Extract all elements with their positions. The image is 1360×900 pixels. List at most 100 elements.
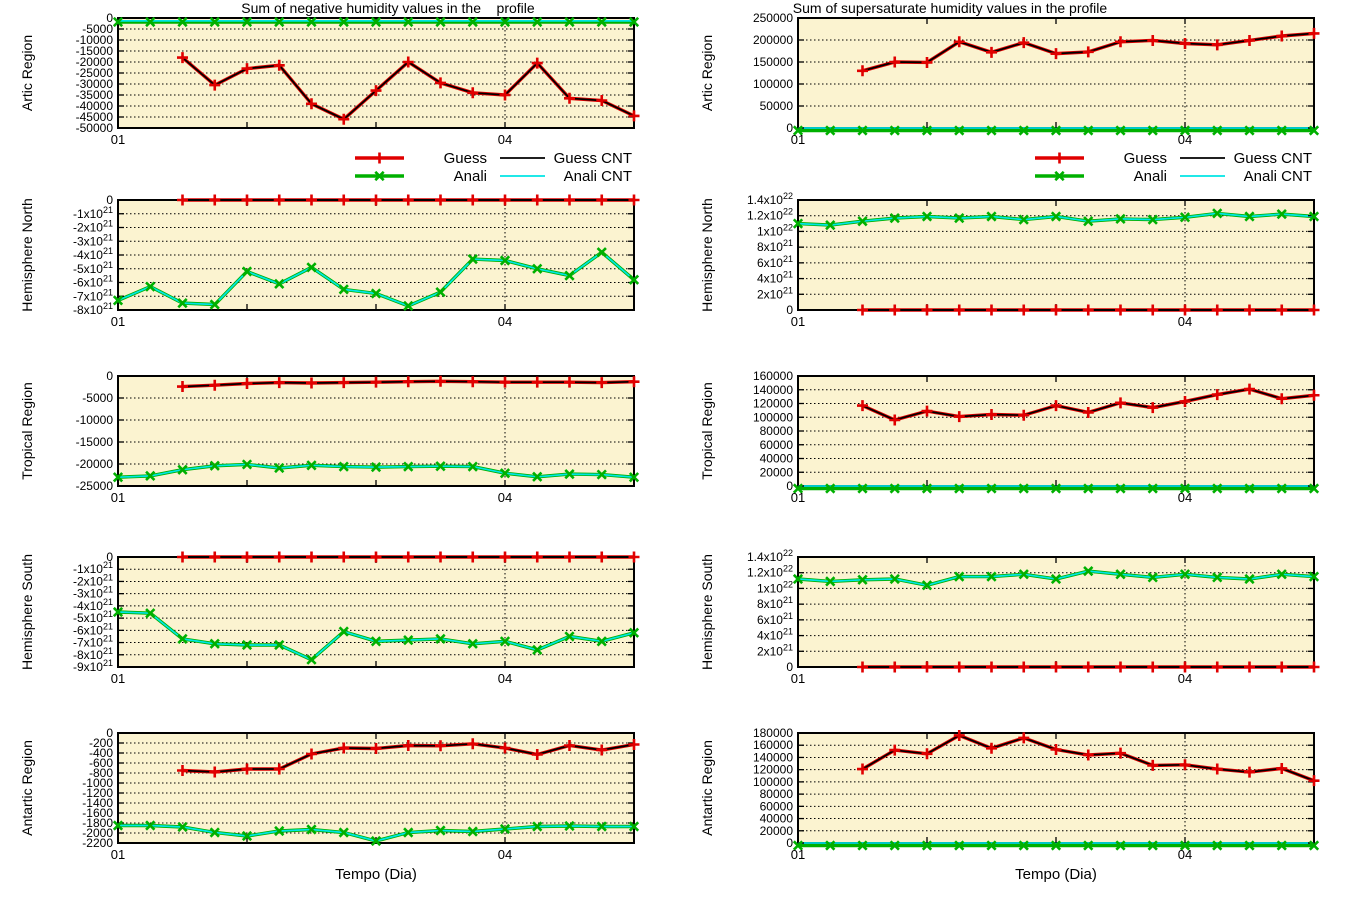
x-marker [1115, 125, 1126, 136]
x-marker [145, 608, 156, 619]
x-marker [338, 626, 349, 637]
legend-item-guess_cnt: Guess CNT [1180, 150, 1312, 167]
y-tick-label: -25000 [76, 479, 114, 493]
y-tick-label: -4x1021 [73, 246, 113, 262]
x-marker [889, 840, 900, 851]
x-marker [467, 16, 478, 28]
x-axis-title-left: Tempo (Dia) [335, 866, 417, 883]
y-tick-label: 0 [786, 121, 793, 135]
y-tick-label: -1800 [82, 816, 113, 830]
x-marker [177, 16, 188, 28]
y-tick-label: 2x1021 [757, 642, 793, 658]
plus-marker [564, 92, 575, 104]
x-marker [1212, 125, 1223, 136]
x-marker [596, 247, 607, 258]
x-marker [435, 16, 446, 28]
y-tick-label: -20000 [76, 457, 114, 471]
plus-marker [1054, 152, 1065, 164]
legend-label-anali: Anali [1134, 168, 1167, 185]
x-tick-label: 01 [111, 847, 125, 862]
plus-marker [889, 56, 901, 68]
legend-item-anali_cnt: Anali CNT [500, 168, 632, 185]
y-tick-label: 120000 [753, 397, 793, 411]
x-marker [1018, 125, 1029, 136]
y-tick-label: -1x1021 [73, 560, 113, 576]
plus-marker [1147, 759, 1159, 771]
y-tick-label: 150000 [753, 55, 793, 69]
plus-marker [857, 661, 868, 673]
plus-marker [1179, 38, 1191, 50]
x-marker [274, 639, 285, 651]
x-tick-label: 04 [1178, 490, 1192, 505]
x-marker [177, 298, 188, 309]
plus-marker [370, 743, 382, 754]
x-marker [306, 654, 317, 665]
x-marker [370, 16, 382, 28]
y-tick-label: 20000 [760, 465, 794, 479]
region-label: Hemisphere North [19, 198, 35, 312]
y-tick-label: -6x1021 [73, 274, 113, 290]
plus-marker [467, 376, 479, 388]
x-marker [467, 254, 478, 265]
plus-marker [986, 409, 997, 420]
x-marker [370, 636, 382, 647]
plus-marker [1115, 747, 1126, 759]
plus-marker [596, 377, 608, 389]
plus-marker [338, 551, 350, 563]
y-tick-label: -3x1021 [73, 232, 113, 248]
x-tick-label: 04 [498, 314, 512, 329]
x-marker [825, 483, 836, 494]
plus-marker [1147, 661, 1159, 673]
x-marker [986, 840, 997, 851]
y-tick-label: -200 [89, 736, 113, 750]
y-tick-label: -10000 [76, 33, 114, 47]
plus-marker [1244, 34, 1255, 46]
plus-marker [374, 152, 385, 164]
plus-marker [499, 742, 511, 754]
plus-marker [1115, 304, 1126, 316]
x-tick-label: 01 [111, 314, 125, 329]
plus-marker [273, 377, 285, 389]
y-tick-label: 0 [786, 479, 793, 493]
x-marker [209, 638, 220, 649]
x-marker [564, 631, 575, 642]
y-tick-label: -15000 [76, 44, 114, 58]
x-tick-label: 01 [791, 490, 805, 505]
y-tick-label: -8x1021 [73, 301, 113, 317]
x-marker [1147, 572, 1158, 583]
plus-marker [306, 194, 317, 206]
y-tick-label: 200000 [753, 33, 793, 47]
y-tick-label: 250000 [753, 11, 793, 25]
plus-marker [1050, 744, 1062, 755]
y-tick-label: 140000 [753, 383, 793, 397]
plus-marker [1082, 406, 1094, 418]
x-marker [370, 835, 382, 847]
x-marker [564, 270, 575, 281]
plus-marker [596, 95, 608, 106]
x-marker [1147, 125, 1158, 136]
y-tick-label: 160000 [753, 738, 793, 752]
y-tick-label: -1200 [82, 786, 113, 800]
plus-marker [499, 551, 511, 563]
x-marker [403, 300, 414, 311]
x-marker [467, 638, 478, 649]
x-marker [403, 634, 414, 646]
x-marker [370, 461, 382, 473]
plus-marker [435, 77, 446, 89]
x-marker [403, 16, 414, 28]
plus-marker [531, 194, 543, 206]
x-marker [241, 459, 253, 470]
plus-marker [1244, 661, 1255, 673]
x-marker [954, 571, 965, 582]
plus-marker [370, 551, 382, 563]
plus-marker [921, 748, 933, 760]
x-marker [1212, 208, 1223, 219]
x-marker [112, 820, 124, 831]
plus-marker [1276, 30, 1288, 42]
x-marker [825, 576, 836, 587]
plus-marker [435, 740, 446, 752]
chart-tropical-supersaturate: 0200004000060000800001000001200001400001… [699, 369, 1320, 505]
plus-marker [1308, 661, 1320, 673]
